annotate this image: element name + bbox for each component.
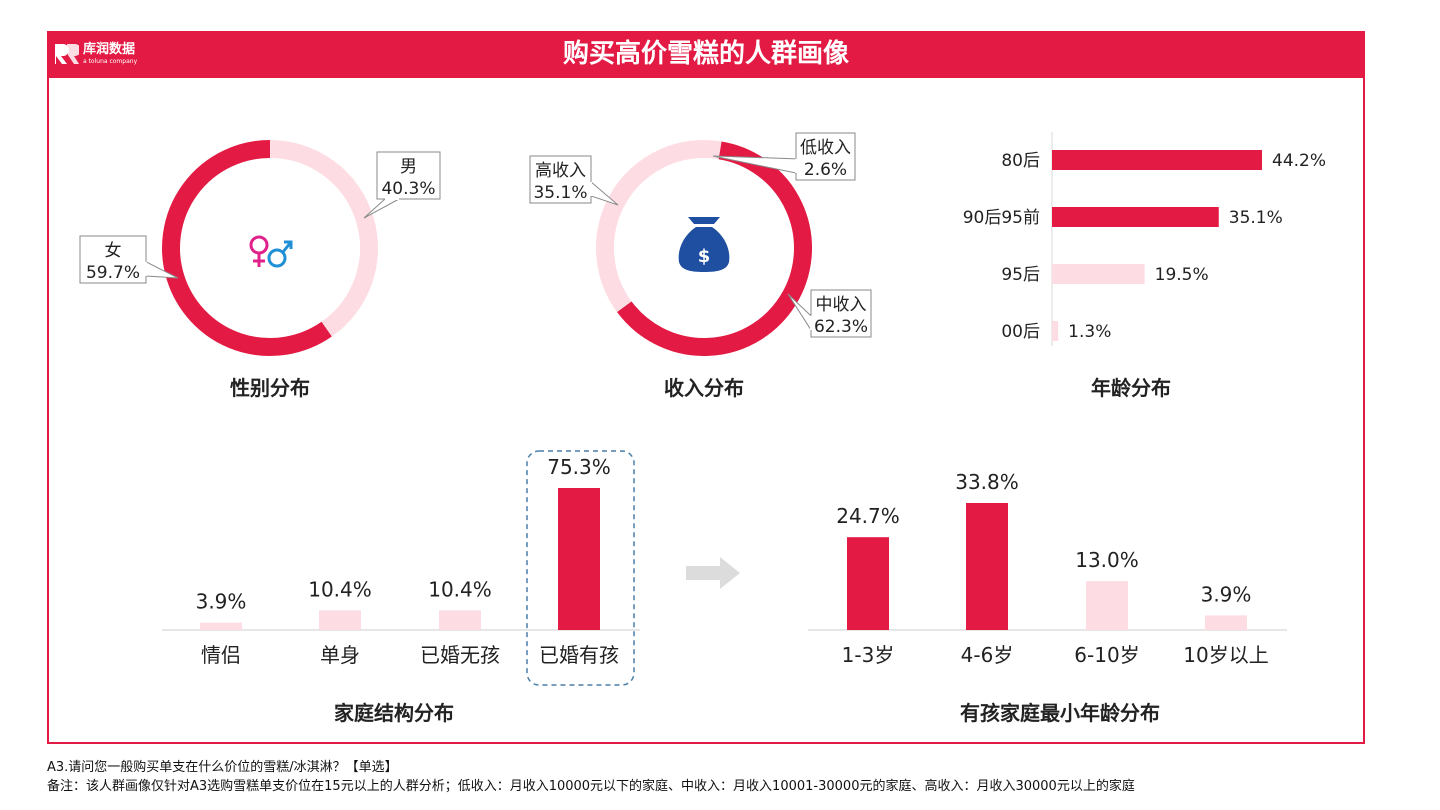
gender-icon xyxy=(249,235,293,268)
highlight-box xyxy=(526,450,635,686)
callout-pointer xyxy=(787,293,812,331)
value-label: 75.3% xyxy=(547,455,611,479)
callout-text: 男 xyxy=(400,157,417,177)
arrow-shape xyxy=(686,557,740,589)
callout-pointer xyxy=(145,261,179,279)
callout-pointer xyxy=(363,198,400,219)
female-symbol xyxy=(249,235,269,255)
value-label: 3.9% xyxy=(1201,582,1252,606)
callout-text: 59.7% xyxy=(86,263,140,283)
donut-slice xyxy=(617,141,812,356)
callout-text: 女 xyxy=(105,241,122,261)
category-label: 情侣 xyxy=(201,643,241,667)
child-age-bar-chart: 24.7% 1-3岁 33.8% 4-6岁 13.0% 6-10岁 3.9% 10岁以上有孩家… xyxy=(808,470,1287,725)
brand-logo: 库润数据 a toluna company xyxy=(53,42,148,68)
male-symbol xyxy=(267,248,287,268)
value-label: 35.1% xyxy=(1229,208,1283,228)
category-label: 90后95前 xyxy=(963,208,1040,228)
chart-title: 年龄分布 xyxy=(1091,376,1171,400)
bar xyxy=(200,622,242,630)
callout-text: 62.3% xyxy=(814,317,868,337)
survey-question: A3.请问您一般购买单支在什么价位的雪糕/冰淇淋？【单选】 xyxy=(47,760,398,775)
value-label: 1.3% xyxy=(1068,322,1111,342)
value-label: 33.8% xyxy=(955,470,1019,494)
chart-title: 收入分布 xyxy=(664,376,744,400)
bar xyxy=(439,610,481,630)
bar xyxy=(558,488,600,630)
callout-box xyxy=(376,151,441,200)
arrow-right-icon xyxy=(686,557,740,589)
callout-box xyxy=(529,155,592,204)
category-label: 1-3岁 xyxy=(842,643,895,667)
category-label: 00后 xyxy=(1001,322,1040,342)
value-label: 24.7% xyxy=(836,504,900,528)
bag-body xyxy=(678,227,730,272)
bar xyxy=(1052,150,1262,170)
bar xyxy=(1052,207,1219,227)
category-label: 4-6岁 xyxy=(961,643,1014,667)
callout-text: 中收入 xyxy=(816,295,867,315)
category-label: 单身 xyxy=(320,643,360,667)
callout-text: 高收入 xyxy=(535,161,586,181)
value-label: 10.4% xyxy=(308,577,372,601)
chart-title: 家庭结构分布 xyxy=(334,701,454,725)
callout-pointer xyxy=(590,181,619,206)
category-label: 80后 xyxy=(1001,151,1040,171)
remark-note: 备注：该人群画像仅针对A3选购雪糕单支价位在15元以上的人群分析；低收入：月收入… xyxy=(47,779,1135,794)
category-label: 已婚无孩 xyxy=(420,643,500,667)
chart-title: 有孩家庭最小年龄分布 xyxy=(960,701,1160,725)
callout-box xyxy=(795,132,856,181)
value-label: 44.2% xyxy=(1272,151,1326,171)
callout-text: 40.3% xyxy=(381,179,435,199)
money-bag-icon: $ xyxy=(678,217,730,272)
bar xyxy=(966,503,1008,630)
logo-mark-icon xyxy=(55,44,79,64)
donut-slice xyxy=(596,140,705,313)
logo-tagline: a toluna company xyxy=(83,58,138,65)
callout-pointer xyxy=(712,155,797,174)
category-label: 已婚有孩 xyxy=(539,643,619,667)
bar xyxy=(1205,615,1247,630)
slice-label: 男40.3% xyxy=(363,151,441,219)
chart-title: 性别分布 xyxy=(230,376,310,400)
title-bar: 库润数据 a toluna company 购买高价雪糕的人群画像 xyxy=(47,31,1365,78)
donut-slice xyxy=(703,140,722,160)
bar xyxy=(1086,581,1128,630)
bar xyxy=(847,537,889,630)
female-cross xyxy=(253,253,265,267)
callout-box xyxy=(810,289,872,338)
category-label: 6-10岁 xyxy=(1074,643,1139,667)
male-arrow xyxy=(281,240,293,253)
slice-label: 女59.7% xyxy=(79,235,179,284)
value-label: 13.0% xyxy=(1075,548,1139,572)
donut-slice xyxy=(162,140,332,356)
category-label: 95后 xyxy=(1001,265,1040,285)
donut-slice xyxy=(269,140,378,337)
value-label: 10.4% xyxy=(428,577,492,601)
bag-knot xyxy=(688,217,720,224)
callout-box xyxy=(79,235,147,284)
gender-donut-chart: 男40.3% 女59.7% 性别分布 xyxy=(79,140,441,400)
callout-text: 低收入 xyxy=(800,138,851,158)
bar xyxy=(1052,264,1145,284)
age-bar-chart: 80后 44.2% 90后95前 35.1% 95后 19.5% 00后 1.3% 年龄分布 xyxy=(963,132,1326,400)
page-title: 购买高价雪糕的人群画像 xyxy=(562,39,849,69)
bar xyxy=(1052,321,1059,341)
decorations: $ xyxy=(249,217,740,589)
category-label: 10岁以上 xyxy=(1183,643,1268,667)
value-label: 19.5% xyxy=(1155,265,1209,285)
value-label: 3.9% xyxy=(196,590,247,614)
callout-text: 2.6% xyxy=(804,160,847,180)
callout-text: 35.1% xyxy=(533,183,587,203)
logo-name: 库润数据 xyxy=(83,42,136,57)
dollar-sign-icon: $ xyxy=(698,246,711,267)
bar xyxy=(319,610,361,630)
